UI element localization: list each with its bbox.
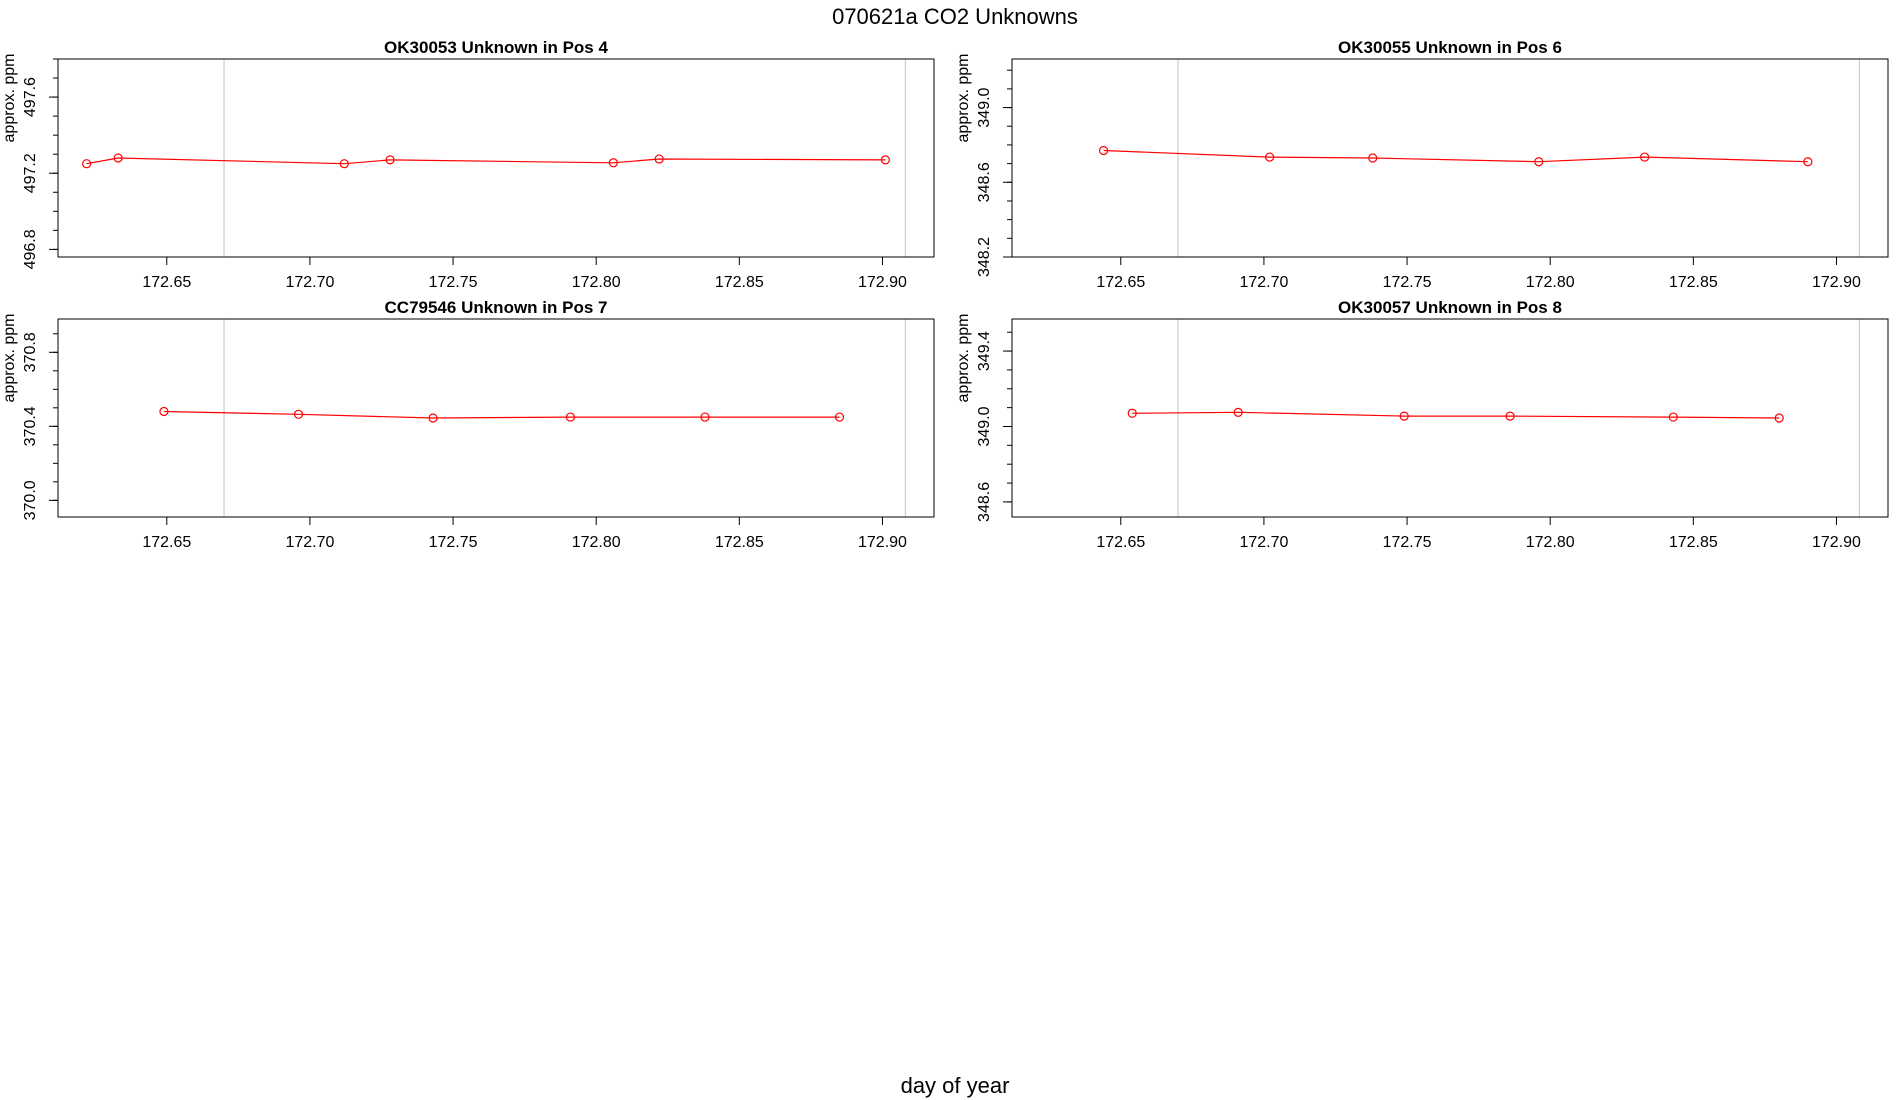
data-point <box>1399 411 1409 421</box>
data-point <box>159 406 169 417</box>
data-point <box>1368 153 1378 163</box>
data-point <box>82 159 92 169</box>
x-tick-label: 172.80 <box>572 274 621 291</box>
y-tick-label: 348.2 <box>976 237 993 277</box>
y-tick-label: 349.0 <box>976 406 993 446</box>
x-tick-label: 172.85 <box>1669 274 1718 291</box>
y-tick-label: 496.8 <box>22 229 39 269</box>
panel-title: OK30053 Unknown in Pos 4 <box>384 38 608 57</box>
data-point <box>565 412 576 422</box>
series-line <box>1103 149 1808 163</box>
x-tick-label: 172.65 <box>142 534 191 551</box>
x-tick-label: 172.65 <box>142 274 191 291</box>
data-point <box>608 158 618 168</box>
x-tick-label: 172.90 <box>1812 534 1861 551</box>
y-tick-label: 370.4 <box>22 406 39 446</box>
x-tick-label: 172.80 <box>1526 274 1575 291</box>
y-axis-label: approx. ppm <box>955 314 972 403</box>
y-tick-label: 348.6 <box>976 162 993 202</box>
data-point <box>1803 157 1813 167</box>
data-point <box>1127 408 1137 418</box>
data-point <box>834 412 845 422</box>
x-tick-label: 172.85 <box>715 274 764 291</box>
data-point <box>339 159 349 169</box>
y-tick-label: 370.0 <box>22 480 39 520</box>
plot-frame <box>1011 318 1889 518</box>
x-tick-label: 172.80 <box>1526 534 1575 551</box>
data-point <box>293 409 304 419</box>
panel-title: OK30055 Unknown in Pos 6 <box>1338 38 1562 57</box>
data-point <box>1265 152 1275 162</box>
data-point <box>880 155 890 165</box>
x-tick-label: 172.75 <box>429 534 478 551</box>
x-tick-label: 172.75 <box>429 274 478 291</box>
data-point <box>385 155 395 165</box>
y-tick-label: 348.6 <box>976 482 993 522</box>
chart-panel-4: OK30057 Unknown in Pos 8 172.65 172.70 172.… <box>955 298 1889 551</box>
x-tick-label: 172.65 <box>1096 274 1145 291</box>
x-tick-label: 172.70 <box>1239 274 1288 291</box>
x-tick-label: 172.90 <box>858 534 907 551</box>
data-point <box>428 413 438 423</box>
figure-title: 070621a CO2 Unknowns <box>832 4 1078 29</box>
chart-panel-3: CC79546 Unknown in Pos 7 172.65 172.70 172.… <box>1 298 935 551</box>
y-axis-label: approx. ppm <box>955 54 972 143</box>
x-tick-label: 172.85 <box>1669 534 1718 551</box>
data-point <box>700 412 710 422</box>
series-line <box>86 157 886 165</box>
x-tick-label: 172.85 <box>715 534 764 551</box>
chart-panel-1: OK30053 Unknown in Pos 4 172.65 172.70 172.… <box>1 38 935 291</box>
y-axis-label: approx. ppm <box>1 54 18 143</box>
figure-xlabel: day of year <box>901 1073 1010 1098</box>
data-point <box>1668 412 1678 422</box>
series-line <box>163 410 840 419</box>
x-tick-label: 172.75 <box>1383 274 1432 291</box>
panel-title: CC79546 Unknown in Pos 7 <box>385 298 608 317</box>
x-tick-label: 172.70 <box>285 534 334 551</box>
series-line <box>1132 411 1780 419</box>
x-tick-label: 172.70 <box>285 274 334 291</box>
chart-panel-2: OK30055 Unknown in Pos 6 172.65 172.70 172.… <box>955 38 1889 291</box>
x-tick-label: 172.70 <box>1239 534 1288 551</box>
x-tick-label: 172.90 <box>858 274 907 291</box>
data-point <box>1505 411 1515 421</box>
y-tick-label: 349.4 <box>976 331 993 371</box>
y-tick-label: 497.2 <box>22 153 39 193</box>
data-point <box>1640 152 1650 162</box>
x-tick-label: 172.65 <box>1096 534 1145 551</box>
plot-frame <box>1011 58 1889 258</box>
plot-frame <box>57 58 935 258</box>
data-point <box>1099 145 1109 156</box>
data-point <box>1534 157 1544 167</box>
y-tick-label: 370.8 <box>22 332 39 372</box>
plot-frame <box>57 318 935 518</box>
data-point <box>113 153 123 163</box>
data-point <box>654 154 664 164</box>
x-tick-label: 172.80 <box>572 534 621 551</box>
y-tick-label: 349.0 <box>976 87 993 127</box>
panels-container: OK30053 Unknown in Pos 4 172.65 172.70 172.… <box>1 38 1889 551</box>
y-axis-label: approx. ppm <box>1 314 18 403</box>
y-tick-label: 497.6 <box>22 77 39 117</box>
data-point <box>1774 413 1784 423</box>
panel-title: OK30057 Unknown in Pos 8 <box>1338 298 1562 317</box>
data-point <box>1233 407 1243 417</box>
x-tick-label: 172.90 <box>1812 274 1861 291</box>
x-tick-label: 172.75 <box>1383 534 1432 551</box>
